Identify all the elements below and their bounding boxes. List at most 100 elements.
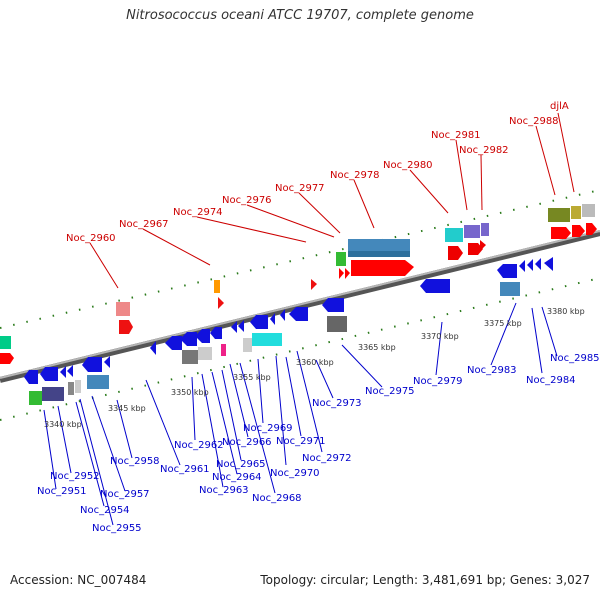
gene-block[interactable]: [464, 225, 480, 238]
gene-arrow[interactable]: [165, 336, 182, 350]
gene-label-top[interactable]: Noc_2960: [66, 233, 116, 244]
gene-block[interactable]: [243, 338, 252, 352]
gene-arrow[interactable]: [289, 307, 308, 321]
gene-block[interactable]: [214, 280, 220, 293]
gene-block[interactable]: [182, 350, 198, 364]
gene-block[interactable]: [198, 347, 212, 360]
gene-block[interactable]: [348, 239, 410, 251]
gene-label-bottom[interactable]: Noc_2972: [302, 453, 352, 464]
gene-arrow[interactable]: [231, 321, 237, 333]
gene-label-top[interactable]: Noc_2978: [330, 170, 380, 181]
gene-label-top[interactable]: Noc_2981: [431, 130, 481, 141]
gene-arrow[interactable]: [527, 259, 533, 271]
gene-block[interactable]: [481, 223, 489, 236]
gene-arrow[interactable]: [195, 329, 210, 343]
gene-label-bottom[interactable]: Noc_2958: [110, 456, 160, 467]
gene-label-top[interactable]: Noc_2977: [275, 183, 325, 194]
gene-label-bottom[interactable]: Noc_2983: [467, 365, 517, 376]
gene-block[interactable]: [252, 333, 282, 346]
gene-label-bottom[interactable]: Noc_2965: [216, 459, 266, 470]
gene-label-bottom[interactable]: Noc_2963: [199, 485, 249, 496]
gene-arrow[interactable]: [82, 357, 102, 372]
gene-arrow[interactable]: [60, 366, 66, 378]
gene-label-bottom[interactable]: Noc_2954: [80, 505, 130, 516]
gene-label-bottom[interactable]: Noc_2962: [174, 440, 224, 451]
gene-arrow[interactable]: [468, 243, 483, 255]
gene-label-top[interactable]: djlA: [550, 101, 569, 112]
gene-arrow[interactable]: [345, 268, 350, 279]
gene-block[interactable]: [87, 375, 109, 389]
gene-arrow[interactable]: [322, 298, 344, 312]
gene-arrow[interactable]: [551, 227, 571, 239]
gene-label-bottom[interactable]: Noc_2955: [92, 523, 142, 534]
gene-arrow[interactable]: [210, 327, 222, 339]
gene-arrow[interactable]: [351, 260, 414, 276]
gene-arrow[interactable]: [150, 341, 156, 355]
gene-label-bottom[interactable]: Noc_2975: [365, 386, 415, 397]
gene-block[interactable]: [348, 251, 410, 257]
gene-arrow[interactable]: [180, 332, 197, 346]
gene-arrow[interactable]: [497, 264, 517, 278]
gene-arrow[interactable]: [0, 353, 14, 364]
gene-label-bottom[interactable]: Noc_2961: [160, 464, 210, 475]
gene-block[interactable]: [327, 316, 347, 332]
gene-block[interactable]: [75, 380, 81, 393]
gene-arrow[interactable]: [104, 356, 110, 368]
genome-axis: [0, 230, 600, 383]
gene-arrow[interactable]: [339, 268, 344, 279]
gene-arrow[interactable]: [67, 365, 73, 377]
gene-label-top[interactable]: Noc_2976: [222, 195, 272, 206]
gene-label-bottom[interactable]: Noc_2979: [413, 376, 463, 387]
gene-block[interactable]: [68, 382, 74, 395]
gene-label-top[interactable]: Noc_2974: [173, 207, 223, 218]
gene-block[interactable]: [336, 252, 346, 266]
gene-arrow[interactable]: [586, 223, 597, 235]
gene-arrow[interactable]: [218, 297, 224, 309]
gene-block[interactable]: [0, 336, 11, 349]
gene-label-bottom[interactable]: Noc_2951: [37, 486, 87, 497]
scale-label: 3340 kbp: [44, 420, 82, 429]
gene-arrow[interactable]: [40, 367, 58, 381]
gene-arrow[interactable]: [250, 315, 268, 329]
gene-label-top[interactable]: Noc_2980: [383, 160, 433, 171]
gene-block[interactable]: [548, 208, 570, 222]
gene-block[interactable]: [221, 344, 226, 356]
gene-arrow[interactable]: [519, 260, 525, 272]
gene-label-top[interactable]: Noc_2982: [459, 145, 509, 156]
gene-arrow[interactable]: [311, 279, 317, 290]
gene-arrow[interactable]: [280, 309, 285, 321]
gene-label-bottom[interactable]: Noc_2985: [550, 353, 600, 364]
gene-label-bottom[interactable]: Noc_2968: [252, 493, 302, 504]
gene-arrow[interactable]: [119, 320, 133, 334]
gene-label-bottom[interactable]: Noc_2966: [222, 437, 272, 448]
gene-label-bottom[interactable]: Noc_2984: [526, 375, 576, 386]
gene-label-bottom[interactable]: Noc_2964: [212, 472, 262, 483]
gene-block[interactable]: [29, 391, 42, 405]
gene-label-bottom[interactable]: Noc_2971: [276, 436, 326, 447]
gene-block[interactable]: [571, 206, 581, 219]
gene-label-bottom[interactable]: Noc_2973: [312, 398, 362, 409]
gene-arrow[interactable]: [238, 320, 244, 332]
gene-arrow[interactable]: [572, 225, 585, 237]
gene-block[interactable]: [582, 204, 595, 217]
gene-arrow[interactable]: [544, 257, 553, 271]
gene-block[interactable]: [42, 387, 64, 401]
gene-label-bottom[interactable]: Noc_2957: [100, 489, 150, 500]
gene-label-bottom[interactable]: Noc_2952: [50, 471, 100, 482]
gene-arrow[interactable]: [24, 370, 38, 384]
gene-arrow[interactable]: [420, 279, 450, 293]
gene-arrow[interactable]: [480, 240, 486, 251]
gene-block[interactable]: [116, 302, 130, 316]
gene-block[interactable]: [500, 282, 520, 296]
gene-block[interactable]: [445, 228, 463, 242]
gene-label-top[interactable]: Noc_2967: [119, 219, 169, 230]
gene-arrow[interactable]: [270, 313, 275, 325]
scale-label: 3360 kbp: [296, 358, 334, 367]
gene-arrow[interactable]: [448, 246, 463, 260]
gene-label-bottom[interactable]: Noc_2970: [270, 468, 320, 479]
upper-strand-genes: [0, 204, 597, 364]
gene-arrow[interactable]: [535, 258, 541, 270]
gene-label-top[interactable]: Noc_2988: [509, 116, 559, 127]
gene-label-bottom[interactable]: Noc_2969: [243, 423, 293, 434]
